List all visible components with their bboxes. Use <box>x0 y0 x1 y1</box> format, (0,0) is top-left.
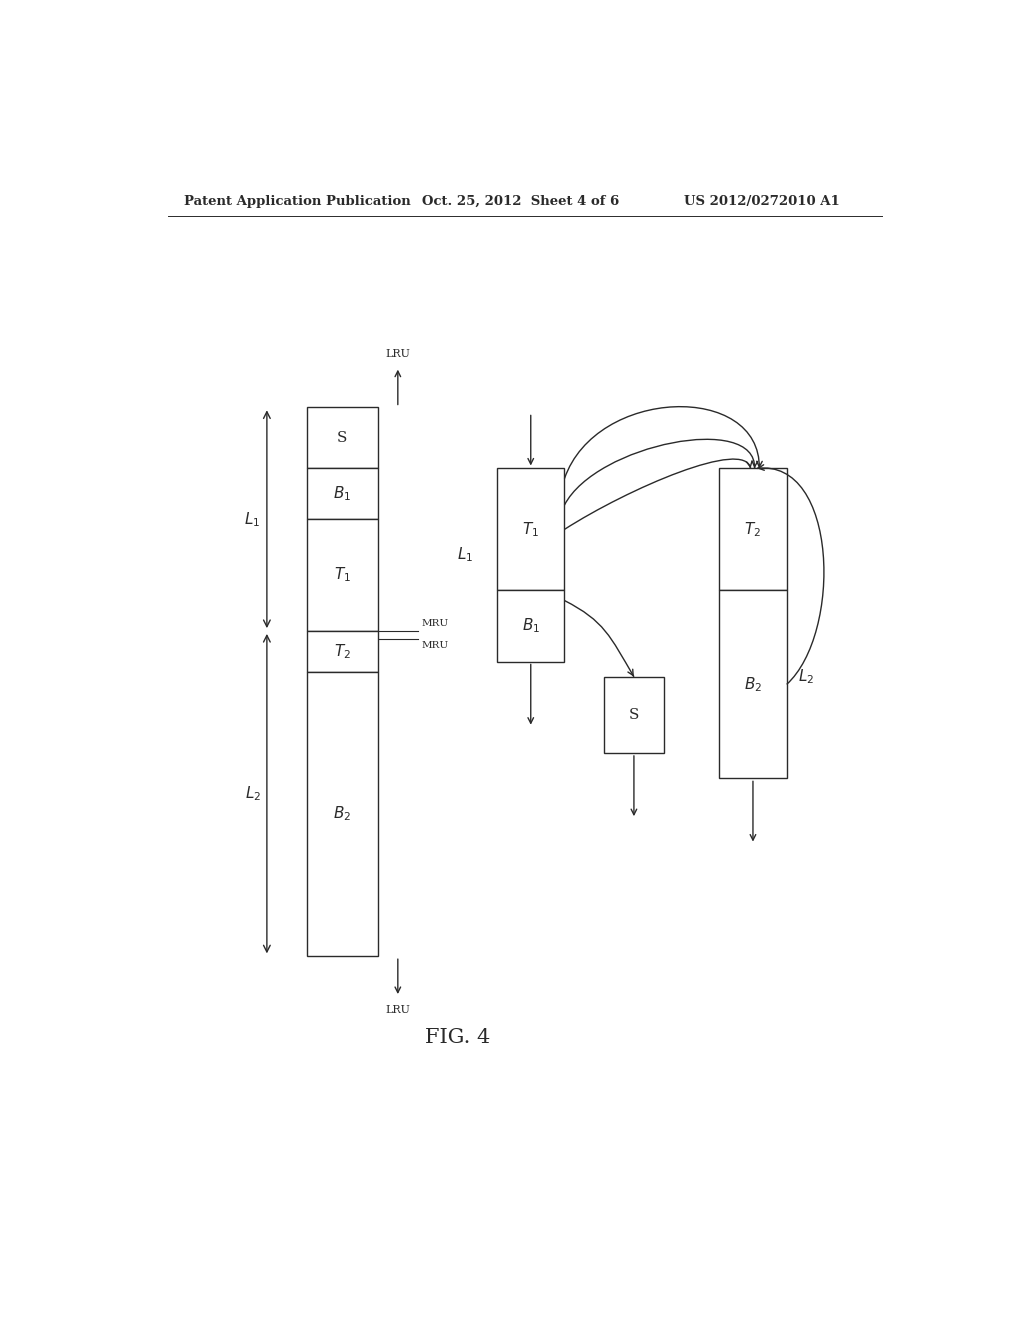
Text: $L_1$: $L_1$ <box>245 510 261 528</box>
Bar <box>306 408 378 469</box>
Text: $B_2$: $B_2$ <box>333 805 351 824</box>
Text: $L_2$: $L_2$ <box>799 668 815 686</box>
Bar <box>306 469 378 519</box>
Text: $B_1$: $B_1$ <box>333 484 351 503</box>
Bar <box>306 519 378 631</box>
Bar <box>497 590 564 661</box>
Text: LRU: LRU <box>385 1005 411 1015</box>
Text: $T_2$: $T_2$ <box>334 642 351 661</box>
Text: $L_2$: $L_2$ <box>245 784 261 803</box>
Bar <box>719 590 786 779</box>
Text: $T_1$: $T_1$ <box>334 566 351 585</box>
Text: Oct. 25, 2012  Sheet 4 of 6: Oct. 25, 2012 Sheet 4 of 6 <box>422 194 618 207</box>
Bar <box>306 672 378 956</box>
Text: MRU: MRU <box>422 642 449 651</box>
Bar <box>604 677 664 752</box>
Text: $T_1$: $T_1$ <box>522 520 540 539</box>
Text: US 2012/0272010 A1: US 2012/0272010 A1 <box>684 194 840 207</box>
Bar <box>306 631 378 672</box>
Text: $B_2$: $B_2$ <box>743 675 762 694</box>
Text: Patent Application Publication: Patent Application Publication <box>183 194 411 207</box>
Text: $B_1$: $B_1$ <box>521 616 540 635</box>
Text: S: S <box>629 708 639 722</box>
Text: $L_1$: $L_1$ <box>457 545 473 564</box>
Text: $T_2$: $T_2$ <box>744 520 762 539</box>
Bar <box>497 469 564 590</box>
Bar <box>719 469 786 590</box>
Text: S: S <box>337 430 347 445</box>
Text: MRU: MRU <box>422 619 449 628</box>
Text: LRU: LRU <box>385 348 411 359</box>
Text: FIG. 4: FIG. 4 <box>425 1028 489 1047</box>
